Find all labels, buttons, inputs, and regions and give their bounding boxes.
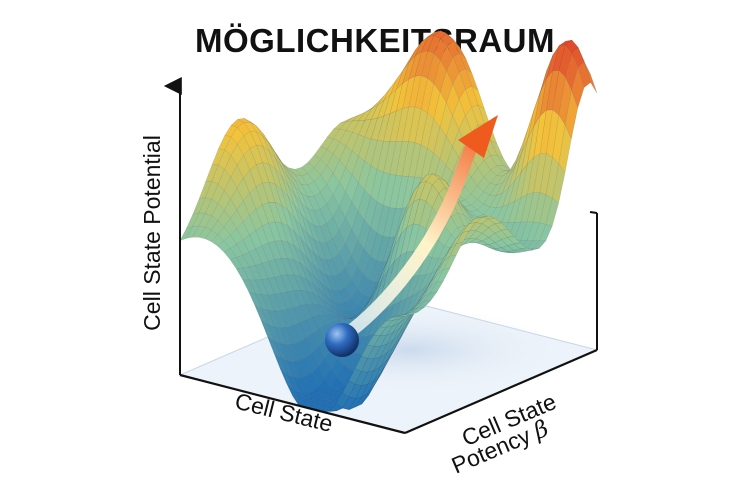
surface-facet bbox=[430, 280, 444, 293]
surface-facet bbox=[398, 314, 412, 317]
box-edge-front-bottom bbox=[179, 373, 406, 435]
surface-facet bbox=[584, 62, 598, 94]
surface-facet bbox=[405, 311, 418, 316]
surface-facet bbox=[571, 66, 585, 109]
surface-facet bbox=[462, 222, 476, 233]
vertical-axis-label: Cell State Potential bbox=[139, 135, 165, 331]
cell-state-ball bbox=[325, 323, 359, 357]
surface-facet bbox=[545, 197, 559, 227]
surface-facet bbox=[539, 223, 553, 242]
beta-symbol: β bbox=[529, 416, 552, 446]
surface-facet bbox=[436, 268, 451, 283]
diagram-title: MÖGLICHKEITSRAUM bbox=[195, 22, 555, 59]
surface-facet bbox=[417, 300, 432, 308]
surface-facet bbox=[513, 242, 528, 250]
surface-facet bbox=[455, 230, 470, 244]
box-edge-top-right bbox=[589, 211, 598, 214]
box-edge-right-bottom bbox=[404, 348, 598, 435]
surface-facet bbox=[577, 61, 591, 88]
surface-facet bbox=[552, 163, 566, 204]
trajectory-arrowhead bbox=[458, 115, 498, 158]
surface-facet bbox=[423, 291, 438, 302]
trajectory-arrow bbox=[345, 143, 477, 337]
surface-facet bbox=[558, 124, 572, 174]
potential-surface bbox=[179, 30, 598, 413]
surface-facet bbox=[487, 217, 502, 224]
surface-facet bbox=[481, 215, 495, 220]
